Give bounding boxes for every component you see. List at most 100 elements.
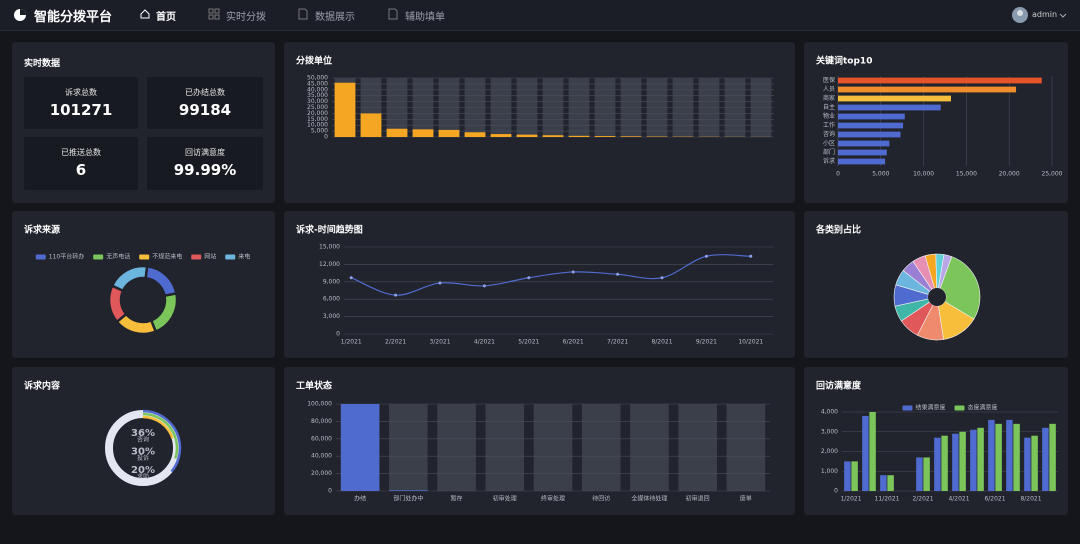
donut-slice (110, 264, 149, 292)
stat-card: 回访满意度 99.99% (147, 137, 263, 190)
x-tick-label: 初审处理 (493, 495, 517, 503)
y-tick-label: 45,000 (307, 80, 328, 87)
y-tick-label: 物业 (823, 112, 835, 120)
bar (838, 140, 890, 147)
bar (438, 129, 460, 137)
stat-value: 99.99% (173, 161, 237, 179)
chart: 工单状态 0 20,000 40,000 60,000 80,000 100,000 办结 部门… (296, 380, 770, 503)
bar (340, 404, 380, 491)
bar (977, 427, 984, 491)
stat-label: 回访满意度 (185, 148, 225, 157)
bar (959, 431, 966, 491)
y-tick-label: 60,000 (311, 435, 332, 442)
nav-item[interactable]: 实时分拨 (226, 12, 266, 23)
nav-item[interactable]: 辅助填单 (405, 12, 445, 23)
y-tick-label: 35,000 (307, 92, 328, 99)
y-tick-label: 0 (834, 488, 838, 495)
bar (838, 86, 1017, 93)
chart-panel: 回访满意度 0 1,000 2,000 3,000 4,000 1/2021 11/2021 2… (804, 367, 1068, 515)
chart-title: 诉求内容 (24, 380, 60, 392)
dropdown-icon[interactable] (1058, 11, 1068, 21)
x-tick-label: 5/2021 (518, 339, 539, 346)
y-tick-label: 50,000 (307, 75, 328, 82)
point (394, 293, 398, 297)
y-tick-label: 咨询 (823, 130, 835, 138)
y-tick-label: 商家 (823, 94, 835, 102)
chart-title: 工单状态 (296, 380, 332, 392)
point (438, 281, 442, 285)
x-tick-label: 20,000 (999, 171, 1020, 178)
bar (851, 461, 858, 491)
point (749, 254, 753, 258)
bar (952, 433, 959, 491)
x-tick-label: 6/2021 (984, 496, 1005, 503)
band-bg (678, 404, 717, 491)
y-tick-label: 100,000 (307, 401, 332, 408)
grid-icon (208, 8, 220, 20)
donut-slice (144, 264, 178, 298)
bar (838, 113, 905, 120)
chart-panel: 诉求-时间趋势图 0 3,000 6,000 9,000 12,000 15,000 1/20… (284, 211, 795, 358)
legend-label: 态度满意度 (968, 404, 998, 412)
x-tick-label: 1/2021 (341, 339, 362, 346)
bar (838, 104, 941, 111)
donut-slice (149, 292, 179, 333)
x-tick-label: 11/2021 (875, 496, 900, 503)
x-tick-label: 部门处办中 (393, 495, 423, 503)
ring-arc (142, 415, 174, 439)
x-tick-label: 9/2021 (696, 339, 717, 346)
chart-title: 回访满意度 (816, 380, 862, 392)
nav-item[interactable]: 首页 (156, 12, 176, 23)
y-tick-label: 15,000 (319, 244, 340, 251)
chart: 分拨单位 05,00010,00015,00020,00025,00030,000… (296, 55, 774, 141)
ring-value-label: 20% (131, 465, 155, 476)
nav-item[interactable]: 数据展示 (315, 12, 355, 23)
ring-category-label: 咨询 (137, 436, 149, 444)
chart-title: 诉求-时间趋势图 (296, 224, 363, 236)
legend-label: 结果满意度 (915, 404, 945, 412)
bar (1013, 423, 1020, 491)
bar (1024, 437, 1031, 491)
y-tick-label: 10,000 (307, 122, 328, 129)
point (527, 276, 531, 280)
y-tick-label: 40,000 (307, 86, 328, 93)
bar (916, 457, 923, 491)
bar (838, 77, 1042, 84)
chart-panel: 各类别占比 (804, 211, 1068, 358)
chart-panel: 关键词top10 0 5,000 10,000 15,000 20,000 25,000 医保… (804, 42, 1068, 203)
legend-label: 来电 (238, 253, 250, 261)
stat-value: 99184 (178, 101, 232, 119)
stat-card: 诉求总数 101271 (24, 77, 138, 129)
avatar[interactable] (1010, 5, 1030, 25)
chart: 诉求-时间趋势图 0 3,000 6,000 9,000 12,000 15,000 1/20… (296, 224, 773, 346)
bar (464, 132, 486, 137)
x-tick-label: 10/2021 (738, 339, 763, 346)
bar (594, 136, 616, 137)
bar (389, 490, 428, 491)
band-bg (630, 404, 669, 491)
top-nav: 智能分拨平台 首页 实时分拨 数据展示 辅助填单 admin (0, 0, 1080, 31)
chart-title: 诉求来源 (24, 224, 60, 236)
point (616, 272, 620, 276)
point (571, 270, 575, 274)
bar (542, 135, 564, 137)
bar (880, 475, 887, 491)
bar (869, 412, 876, 491)
chart: 诉求内容 36%咨询 30%投诉 20%求助 (24, 380, 182, 486)
ring-category-label: 求助 (137, 473, 149, 481)
stats-panel: 实时数据 诉求总数 101271 已办结总数 99184 已推送总数 6 回访满意度 9… (12, 42, 275, 203)
bar (1006, 419, 1013, 491)
y-tick-label: 2,000 (821, 448, 838, 455)
bar (941, 435, 948, 491)
x-tick-label: 初审退回 (686, 495, 710, 503)
user-name[interactable]: admin (1032, 10, 1058, 19)
x-tick-label: 8/2021 (1020, 496, 1041, 503)
bar (970, 429, 977, 491)
bar (887, 475, 894, 491)
chart: 关键词top10 0 5,000 10,000 15,000 20,000 25,000 医保… (816, 55, 1063, 178)
bar (934, 437, 941, 491)
y-tick-label: 40,000 (311, 453, 332, 460)
bar (334, 82, 356, 137)
legend-swatch (93, 254, 104, 260)
